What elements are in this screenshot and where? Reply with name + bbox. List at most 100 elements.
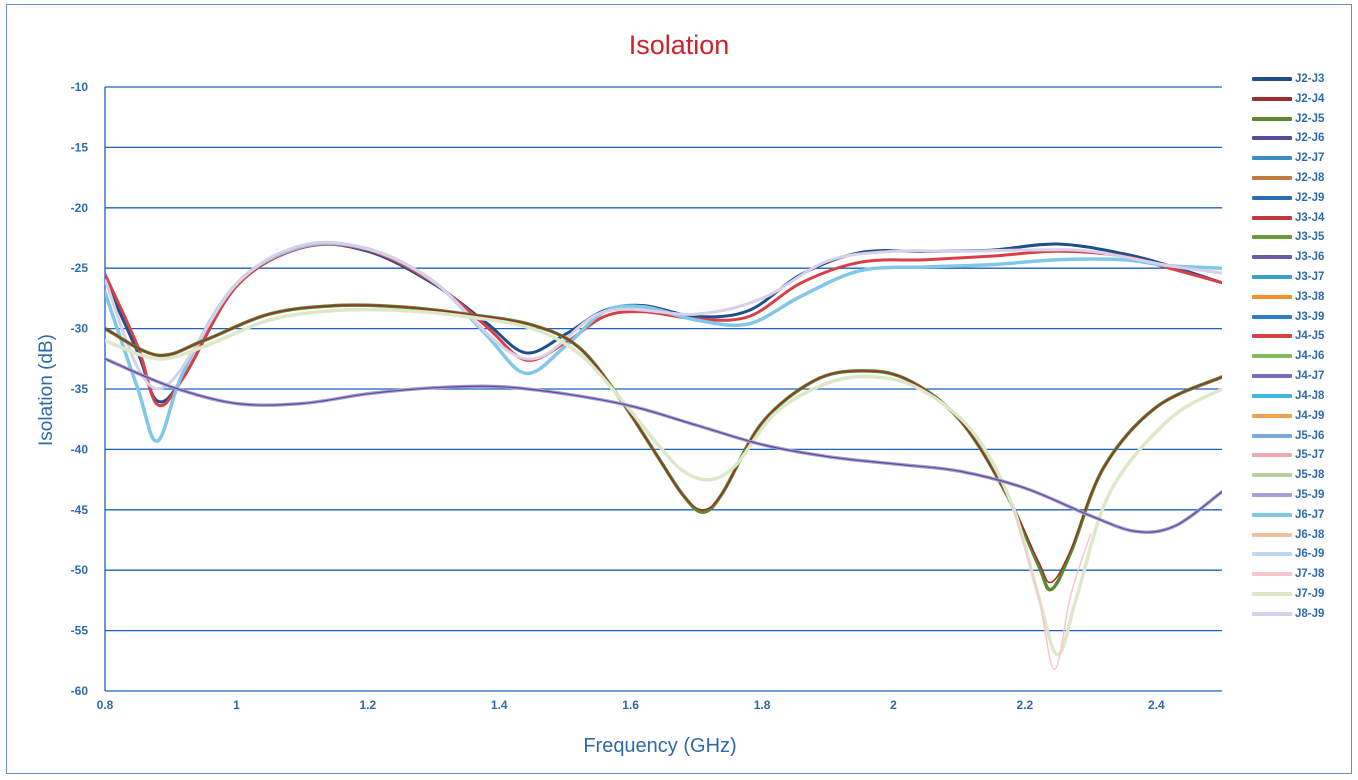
x-tick-label: 1.2: [359, 698, 376, 712]
legend-swatch: [1252, 175, 1292, 180]
legend-label: J3-J6: [1295, 251, 1325, 264]
legend-item-j3-j8: J3-J8: [1252, 287, 1352, 307]
legend-swatch: [1252, 275, 1292, 280]
legend-label: J2-J7: [1295, 152, 1325, 165]
legend-item-j2-j6: J2-J6: [1252, 128, 1352, 148]
y-tick-label: -20: [71, 201, 89, 215]
legend-item-j4-j5: J4-J5: [1252, 327, 1352, 347]
series-line-j8-j9: [105, 240, 1222, 391]
legend-swatch: [1252, 116, 1292, 121]
legend-item-j2-j5: J2-J5: [1252, 109, 1352, 129]
series-line-j2-j3: [105, 242, 1222, 404]
legend-swatch: [1252, 552, 1292, 557]
y-tick-label: -40: [71, 442, 89, 456]
legend-swatch: [1252, 156, 1292, 161]
legend-label: J6-J7: [1295, 508, 1325, 521]
legend-item-j4-j6: J4-J6: [1252, 346, 1352, 366]
series-line-j3-j4: [105, 242, 1222, 408]
chart-title: Isolation: [628, 30, 730, 60]
chart-legend: J2-J3 J2-J4 J2-J5 J2-J6 J2-J7 J2-J8 J2-J9 J3-J4…: [1252, 69, 1352, 624]
legend-swatch: [1252, 532, 1292, 537]
legend-label: J4-J9: [1295, 409, 1325, 422]
legend-item-j3-j7: J3-J7: [1252, 267, 1352, 287]
x-tick-label: 2.4: [1148, 698, 1165, 712]
legend-item-j6-j9: J6-J9: [1252, 545, 1352, 565]
legend-swatch: [1252, 374, 1292, 379]
legend-label: J2-J5: [1295, 112, 1325, 125]
legend-swatch: [1252, 314, 1292, 319]
legend-label: J4-J6: [1295, 350, 1325, 363]
y-tick-label: -55: [71, 624, 89, 638]
x-tick-label: 2: [890, 698, 897, 712]
legend-item-j3-j6: J3-J6: [1252, 247, 1352, 267]
y-tick-label: -35: [71, 382, 89, 396]
legend-swatch: [1252, 96, 1292, 101]
legend-swatch: [1252, 413, 1292, 418]
legend-swatch: [1252, 235, 1292, 240]
series-line-j6-j7: [105, 241, 1222, 443]
legend-swatch: [1252, 354, 1292, 359]
y-tick-label: -30: [71, 322, 89, 336]
series-line-j2-j5: [105, 303, 1222, 592]
legend-item-j6-j7: J6-J7: [1252, 505, 1352, 525]
legend-swatch: [1252, 393, 1292, 398]
legend-item-j2-j7: J2-J7: [1252, 148, 1352, 168]
y-tick-label: -15: [71, 140, 89, 154]
legend-swatch: [1252, 195, 1292, 200]
legend-label: J2-J6: [1295, 132, 1325, 145]
legend-item-j8-j9: J8-J9: [1252, 604, 1352, 624]
legend-item-j6-j8: J6-J8: [1252, 525, 1352, 545]
legend-label: J2-J9: [1295, 191, 1325, 204]
y-tick-label: -10: [71, 80, 89, 94]
legend-item-j7-j9: J7-J9: [1252, 584, 1352, 604]
legend-swatch: [1252, 453, 1292, 458]
legend-item-j2-j3: J2-J3: [1252, 69, 1352, 89]
legend-item-j5-j6: J5-J6: [1252, 426, 1352, 446]
y-tick-label: -60: [71, 684, 89, 698]
legend-item-j2-j9: J2-J9: [1252, 188, 1352, 208]
legend-item-j4-j7: J4-J7: [1252, 366, 1352, 386]
legend-swatch: [1252, 492, 1292, 497]
legend-item-j5-j9: J5-J9: [1252, 485, 1352, 505]
legend-swatch: [1252, 433, 1292, 438]
legend-label: J5-J7: [1295, 449, 1325, 462]
legend-swatch: [1252, 255, 1292, 260]
series-line-j5-j9: [105, 357, 1222, 534]
legend-item-j3-j9: J3-J9: [1252, 307, 1352, 327]
legend-item-j3-j5: J3-J5: [1252, 228, 1352, 248]
legend-swatch: [1252, 592, 1292, 597]
legend-swatch: [1252, 572, 1292, 577]
legend-label: J4-J7: [1295, 370, 1325, 383]
x-tick-label: 1.4: [491, 698, 508, 712]
series-line-j2-j4: [105, 304, 1222, 584]
legend-label: J3-J7: [1295, 271, 1325, 284]
legend-swatch: [1252, 611, 1292, 616]
y-tick-label: -50: [71, 563, 89, 577]
legend-label: J2-J8: [1295, 171, 1325, 184]
series-line-j7-j9: [105, 307, 1222, 657]
x-tick-label: 1.8: [754, 698, 771, 712]
legend-label: J3-J4: [1295, 211, 1325, 224]
y-tick-label: -25: [71, 261, 89, 275]
legend-item-j7-j8: J7-J8: [1252, 564, 1352, 584]
x-tick-label: 2.2: [1017, 698, 1034, 712]
legend-item-j4-j8: J4-J8: [1252, 386, 1352, 406]
legend-swatch: [1252, 294, 1292, 299]
legend-label: J3-J8: [1295, 290, 1325, 303]
legend-label: J4-J8: [1295, 389, 1325, 402]
legend-label: J7-J9: [1295, 588, 1325, 601]
series-line-j7-j8: [1010, 503, 1092, 671]
legend-label: J2-J3: [1295, 72, 1325, 85]
legend-swatch: [1252, 334, 1292, 339]
x-tick-label: 1: [233, 698, 240, 712]
legend-label: J7-J8: [1295, 568, 1325, 581]
legend-item-j2-j4: J2-J4: [1252, 89, 1352, 109]
legend-swatch: [1252, 473, 1292, 478]
legend-label: J3-J9: [1295, 310, 1325, 323]
legend-item-j4-j9: J4-J9: [1252, 406, 1352, 426]
legend-label: J6-J8: [1295, 528, 1325, 541]
legend-label: J5-J8: [1295, 469, 1325, 482]
legend-swatch: [1252, 215, 1292, 220]
legend-label: J3-J5: [1295, 231, 1325, 244]
